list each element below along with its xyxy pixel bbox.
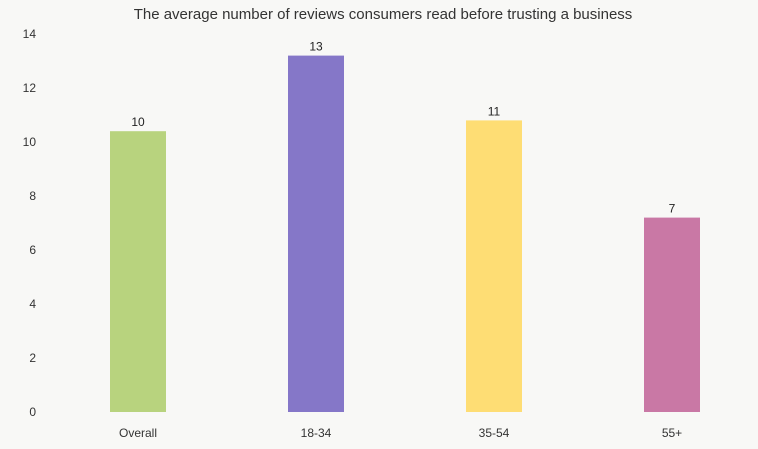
y-tick-label: 4	[29, 297, 36, 311]
data-label: 11	[488, 104, 501, 118]
data-label: 7	[669, 202, 676, 216]
x-tick-label: 18-34	[301, 426, 332, 440]
x-tick-label: 35-54	[479, 426, 510, 440]
y-axis: 0 2 4 6 8 10 12 14	[23, 27, 37, 419]
x-tick-label: Overall	[119, 426, 157, 440]
y-tick-label: 2	[29, 351, 36, 365]
y-tick-label: 6	[29, 243, 36, 257]
y-tick-label: 8	[29, 189, 36, 203]
bars: 10 13 11 7	[110, 40, 700, 413]
bar-overall	[110, 131, 166, 412]
data-label: 13	[309, 40, 323, 54]
bar-55-	[644, 217, 700, 412]
y-tick-label: 12	[23, 81, 37, 95]
chart-title: The average number of reviews consumers …	[134, 6, 633, 23]
bar-18-34	[288, 55, 344, 412]
bar-35-54	[466, 120, 522, 413]
y-tick-label: 0	[29, 405, 36, 419]
y-tick-label: 10	[23, 135, 37, 149]
x-axis: Overall 18-34 35-54 55+	[119, 426, 682, 440]
data-label: 10	[131, 115, 145, 129]
x-tick-label: 55+	[662, 426, 682, 440]
y-tick-label: 14	[23, 27, 37, 41]
